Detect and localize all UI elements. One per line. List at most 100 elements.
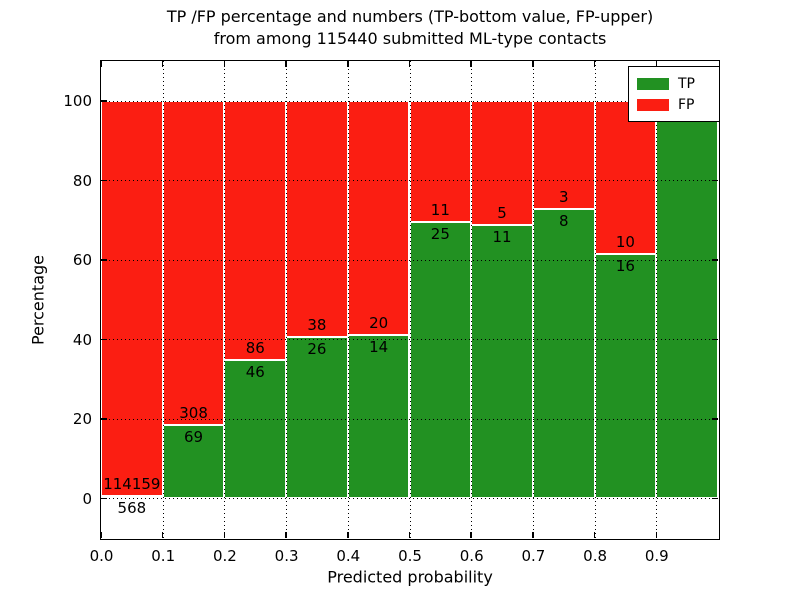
tp-bar-segment [471,224,533,499]
tp-bar-segment [286,336,348,499]
fp-count-label: 114159 [103,475,161,494]
y-tick-label: 20 [72,410,92,429]
fp-bar-segment [594,100,657,254]
legend-label: TP [678,75,695,92]
x-axis-label: Predicted probability [327,567,493,587]
x-tick-mark-top [593,61,596,67]
tp-bar-segment [594,253,657,499]
fp-count-label: 38 [307,315,327,334]
x-tick-label: 0.8 [583,547,608,565]
x-tick-mark [347,532,349,538]
tp-bar-segment [656,100,718,499]
fp-bar-segment [471,100,533,225]
y-tick-mark [101,418,107,420]
x-tick-label: 0.4 [336,547,361,565]
tp-legend-swatch [637,77,669,90]
vertical-gridline [532,61,534,538]
x-tick-mark [100,532,102,538]
vertical-gridline [471,61,473,538]
tp-count-label: 46 [245,362,265,381]
y-tick-label: 80 [72,171,92,190]
legend-entry-tp: TP [637,73,711,94]
fp-count-label: 10 [615,232,635,251]
x-tick-label: 0.9 [644,547,669,565]
x-tick-mark-top [285,61,287,67]
x-tick-mark [223,532,226,538]
y-tick-label: 0 [82,489,92,508]
fp-bar-segment [347,100,410,335]
legend-entry-fp: FP [637,94,711,115]
x-tick-mark [593,532,596,538]
fp-bar-segment [224,100,287,360]
x-tick-mark-top [408,61,411,67]
x-tick-mark [161,532,164,538]
y-tick-mark [101,100,107,102]
x-tick-mark-top [347,61,349,67]
x-tick-mark-top [655,61,658,67]
x-tick-mark-top [470,61,472,67]
x-tick-label: 0.3 [274,547,299,565]
x-tick-label: 0.0 [89,547,114,565]
vertical-gridline [656,61,658,538]
fp-count-label: 86 [245,338,265,357]
tp-bar-segment [532,209,595,499]
y-tick-mark [101,259,107,261]
y-tick-mark-right [712,259,718,261]
tp-count-label: 14 [369,337,389,356]
tp-count-label: 69 [184,428,204,447]
y-tick-label: 100 [63,92,92,111]
fp-count-label: 3 [558,188,569,207]
chart-title-line2: from among 115440 submitted ML-type cont… [213,29,607,48]
x-tick-mark [470,532,472,538]
fp-bar-segment [286,100,348,337]
x-tick-mark-top [532,61,534,67]
tp-count-label: 16 [615,256,635,275]
tp-bar-segment [409,222,472,499]
legend-label: FP [678,96,695,113]
x-tick-label: 0.1 [151,547,176,565]
vertical-gridline [162,61,164,538]
x-tick-mark-top [100,61,102,67]
fp-bar-segment [101,100,163,497]
tp-bar-segment [101,496,163,499]
plot-area: 1141595683086986463826201411255113810161… [100,60,720,540]
fp-legend-swatch [637,98,669,111]
y-tick-label: 40 [72,330,92,349]
tp-bar-segment [162,425,225,499]
vertical-gridline [224,61,226,538]
x-tick-label: 0.2 [212,547,237,565]
legend: TP FP [628,66,720,122]
y-tick-mark [101,179,107,181]
y-tick-mark-right [712,418,718,420]
x-tick-mark [408,532,411,538]
x-tick-mark-top [223,61,226,67]
vertical-gridline [594,61,596,538]
x-tick-mark-top [161,61,164,67]
x-tick-mark [532,532,534,538]
x-tick-mark [285,532,287,538]
y-tick-mark-right [712,179,718,181]
y-tick-mark-right [712,338,718,340]
vertical-gridline [409,61,411,538]
fp-count-label: 20 [369,313,389,332]
tp-count-label: 25 [430,225,450,244]
tp-bar-segment [347,334,410,499]
tp-count-label: 8 [558,212,569,231]
fp-count-label: 5 [497,203,507,222]
tp-count-label: 568 [117,499,147,518]
y-tick-mark-right [712,497,718,499]
chart-title-line1: TP /FP percentage and numbers (TP-bottom… [166,7,654,26]
x-tick-mark [655,532,658,538]
x-tick-label: 0.7 [521,547,546,565]
y-tick-mark [101,497,107,499]
tp-count-label: 26 [307,339,327,358]
fp-bar-segment [162,100,225,426]
x-tick-label: 0.5 [398,547,422,565]
y-tick-mark [101,338,107,340]
vertical-gridline [286,61,288,538]
chart-title: TP /FP percentage and numbers (TP-bottom… [100,6,720,50]
y-tick-label: 60 [72,251,92,270]
x-tick-label: 0.6 [459,547,484,565]
fp-count-label: 11 [430,201,450,220]
